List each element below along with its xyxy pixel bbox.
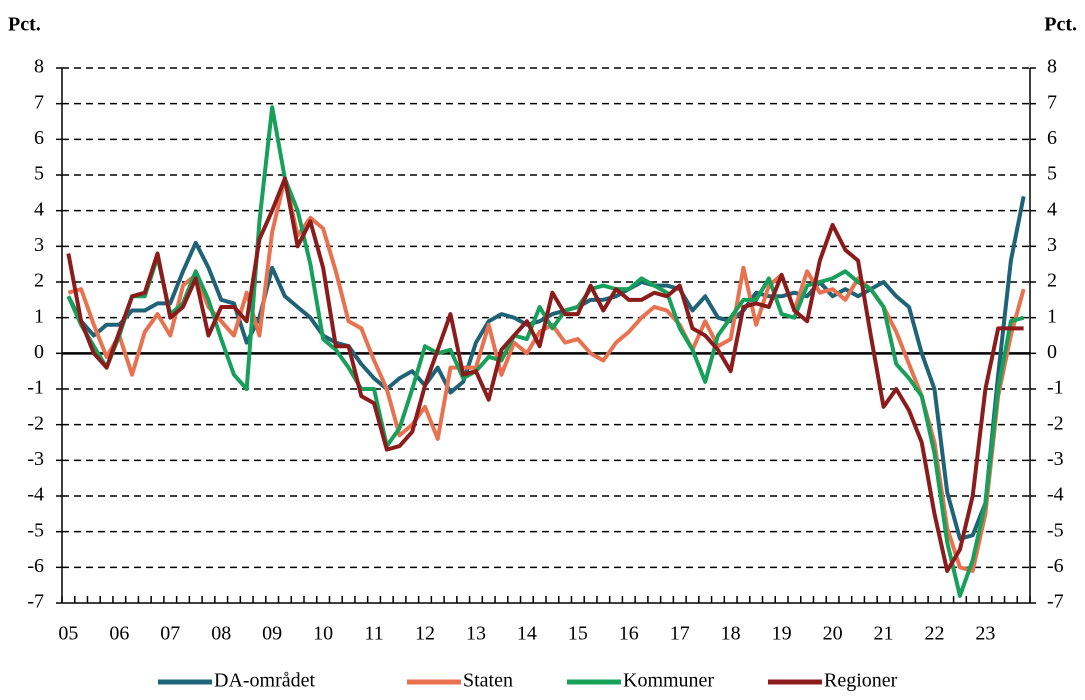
x-tick-label: 11 [364, 623, 383, 645]
x-tick-label: 21 [874, 623, 894, 645]
y2-tick-label: -1 [1047, 377, 1064, 399]
y-tick-label: -3 [27, 448, 44, 470]
y2-tick-label: 3 [1047, 234, 1057, 256]
x-tick-label: 14 [517, 623, 537, 645]
legend-label: Kommuner [623, 670, 714, 692]
y-tick-label: -6 [27, 555, 44, 577]
x-tick-label: 12 [415, 623, 435, 645]
x-tick-label: 13 [466, 623, 486, 645]
y2-tick-label: 1 [1047, 305, 1057, 327]
y2-tick-label: 2 [1047, 270, 1057, 292]
x-tick-label: 06 [109, 623, 129, 645]
y-axis-label: Pct. [8, 14, 41, 36]
y-tick-label: 6 [34, 127, 44, 149]
y-tick-label: -4 [27, 484, 44, 506]
x-tick-label: 23 [975, 623, 995, 645]
series-line [66, 196, 1026, 541]
legend-label: DA-området [214, 670, 316, 692]
y2-tick-label: -6 [1047, 555, 1064, 577]
y2-tick-label: 4 [1047, 198, 1057, 220]
y2-tick-label: 6 [1047, 127, 1057, 149]
y-tick-label: 1 [34, 305, 44, 327]
y-tick-label: 4 [34, 198, 44, 220]
y-tick-label: 8 [34, 56, 44, 78]
y2-tick-label: -3 [1047, 448, 1064, 470]
y-tick-label: -5 [27, 519, 44, 541]
y-tick-label: -2 [27, 412, 44, 434]
x-tick-label: 22 [924, 623, 944, 645]
y-tick-label: 7 [34, 91, 44, 113]
series-line [67, 176, 1026, 573]
y2-tick-label: -5 [1047, 519, 1064, 541]
x-tick-label: 08 [211, 623, 231, 645]
y2-tick-label: 8 [1047, 56, 1057, 78]
y-tick-label: 0 [34, 341, 44, 363]
y2-axis-label: Pct. [1044, 14, 1077, 36]
legend-label: Staten [463, 670, 513, 692]
y2-tick-label: 0 [1047, 341, 1057, 363]
y2-tick-label: -7 [1047, 591, 1064, 613]
series-line [66, 105, 1025, 598]
y-tick-label: 2 [34, 270, 44, 292]
x-tick-label: 20 [823, 623, 843, 645]
x-tick-label: 18 [721, 623, 741, 645]
y-tick-label: 5 [34, 163, 44, 185]
x-tick-label: 10 [313, 623, 333, 645]
y2-tick-label: 5 [1047, 163, 1057, 185]
legend-label: Regioner [824, 670, 898, 692]
y-tick-label: 3 [34, 234, 44, 256]
series-line [66, 176, 1024, 573]
x-tick-label: 16 [619, 623, 639, 645]
y2-tick-label: 7 [1047, 91, 1057, 113]
x-tick-label: 09 [262, 623, 282, 645]
x-tick-label: 19 [772, 623, 792, 645]
y-tick-label: -7 [27, 591, 44, 613]
x-tick-label: 07 [160, 623, 180, 645]
x-tick-label: 17 [670, 623, 690, 645]
y2-tick-label: -4 [1047, 484, 1064, 506]
y2-tick-label: -2 [1047, 412, 1064, 434]
x-tick-label: 05 [58, 623, 78, 645]
x-tick-label: 15 [568, 623, 588, 645]
y-tick-label: -1 [27, 377, 44, 399]
